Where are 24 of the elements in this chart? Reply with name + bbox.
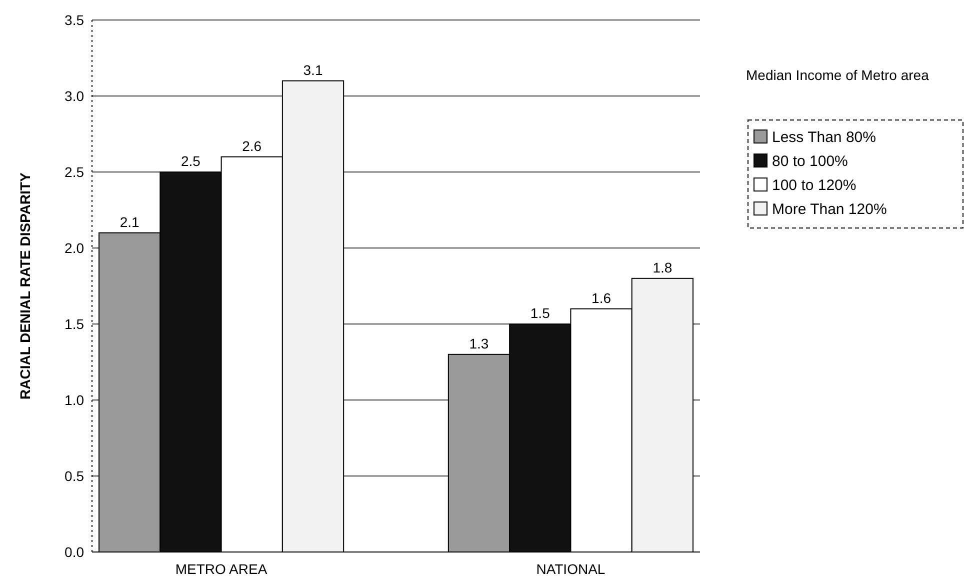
legend-label: 80 to 100% (772, 153, 848, 170)
y-tick-label: 2.5 (64, 164, 84, 180)
data-label: 1.8 (652, 259, 672, 276)
data-label: 1.6 (592, 290, 612, 306)
data-label: 2.5 (180, 153, 201, 169)
legend-title: Median Income of Metro area (746, 67, 930, 83)
data-label: 3.1 (303, 62, 323, 78)
data-label: 1.3 (469, 335, 489, 352)
y-tick-label: 3.5 (64, 12, 84, 28)
legend-label: 100 to 120% (772, 177, 856, 194)
legend-label: Less Than 80% (772, 129, 876, 146)
x-tick-label: NATIONAL (536, 561, 606, 577)
legend-label: More Than 120% (772, 201, 887, 218)
y-axis-title: RACIAL DENIAL RATE DISPARITY (17, 172, 33, 400)
data-label: 2.1 (120, 214, 140, 230)
y-tick-label: 1.0 (64, 392, 84, 408)
y-tick-label: 3.0 (64, 88, 84, 104)
y-tick-label: 0.5 (64, 468, 84, 484)
data-label: 2.6 (242, 138, 262, 154)
data-label: 1.5 (530, 305, 550, 321)
y-tick-label: 1.5 (64, 316, 84, 332)
x-tick-label: METRO AREA (175, 561, 268, 577)
y-tick-label: 2.0 (64, 240, 84, 256)
y-tick-label: 0.0 (64, 544, 84, 560)
